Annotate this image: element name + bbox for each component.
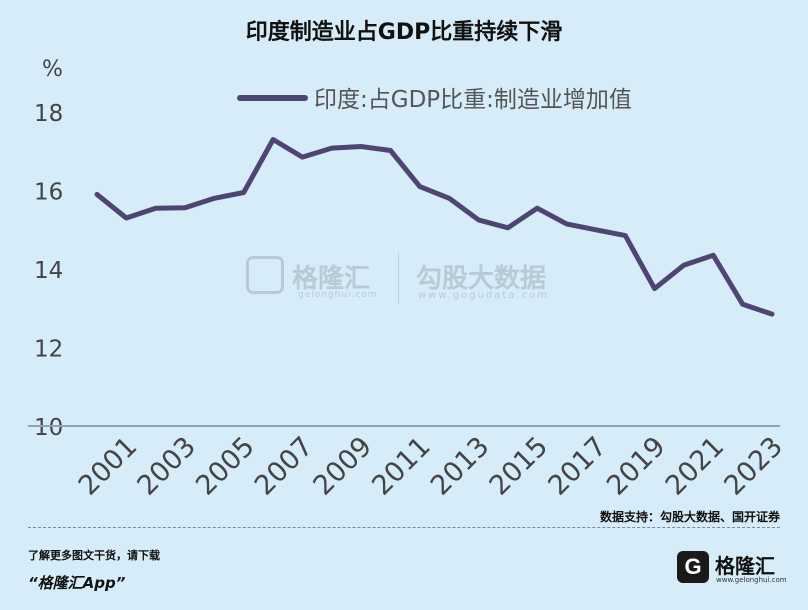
y-tick-label: 18 [34,101,63,127]
y-tick-label: 16 [34,180,63,206]
chart-title: 印度制造业占GDP比重持续下滑 [245,20,563,45]
x-tick-label: 2019 [601,431,672,502]
footer-download-prompt: 了解更多图文干货，请下载 [28,549,160,562]
watermark-gogudata: 勾股大数据 [416,264,547,294]
x-tick-label: 2011 [366,431,437,502]
watermark-logo-icon [246,256,284,294]
x-tick-label: 2007 [249,431,320,502]
x-tick-label: 2023 [718,431,789,502]
footer-divider [28,527,780,528]
x-tick-label: 2005 [190,431,261,502]
x-tick-label: 2017 [542,431,613,502]
x-tick-label: 2001 [73,431,144,502]
y-tick-label: 12 [34,337,63,363]
brand-url: www.gelonghui.com [716,576,787,584]
x-tick-label: 2003 [131,431,202,502]
line-chart: %101214161820012003200520072009201120132… [28,57,789,502]
series-line [94,137,775,317]
data-source: 数据支持：勾股大数据、国开证券 [599,510,780,524]
y-tick-label: 10 [34,415,63,441]
y-tick-label: 14 [34,258,63,284]
y-axis-unit: % [42,57,63,82]
watermark-gelonghui: 格隆汇 [292,264,371,294]
watermark-gogudata-url: www.gogudata.com [418,290,550,301]
watermark-gelonghui-url: gelonghui.com [298,290,378,300]
x-tick-label: 2009 [308,431,379,502]
x-tick-label: 2013 [425,431,496,502]
watermark-divider [398,252,399,304]
footer-app-name: “格隆汇App” [28,574,126,592]
legend-label: 印度:占GDP比重:制造业增加值 [314,87,632,113]
brand-name: 格隆汇 [715,554,775,578]
brand-logo-icon: G [677,551,709,583]
x-tick-label: 2015 [484,431,555,502]
x-tick-label: 2021 [660,431,731,502]
